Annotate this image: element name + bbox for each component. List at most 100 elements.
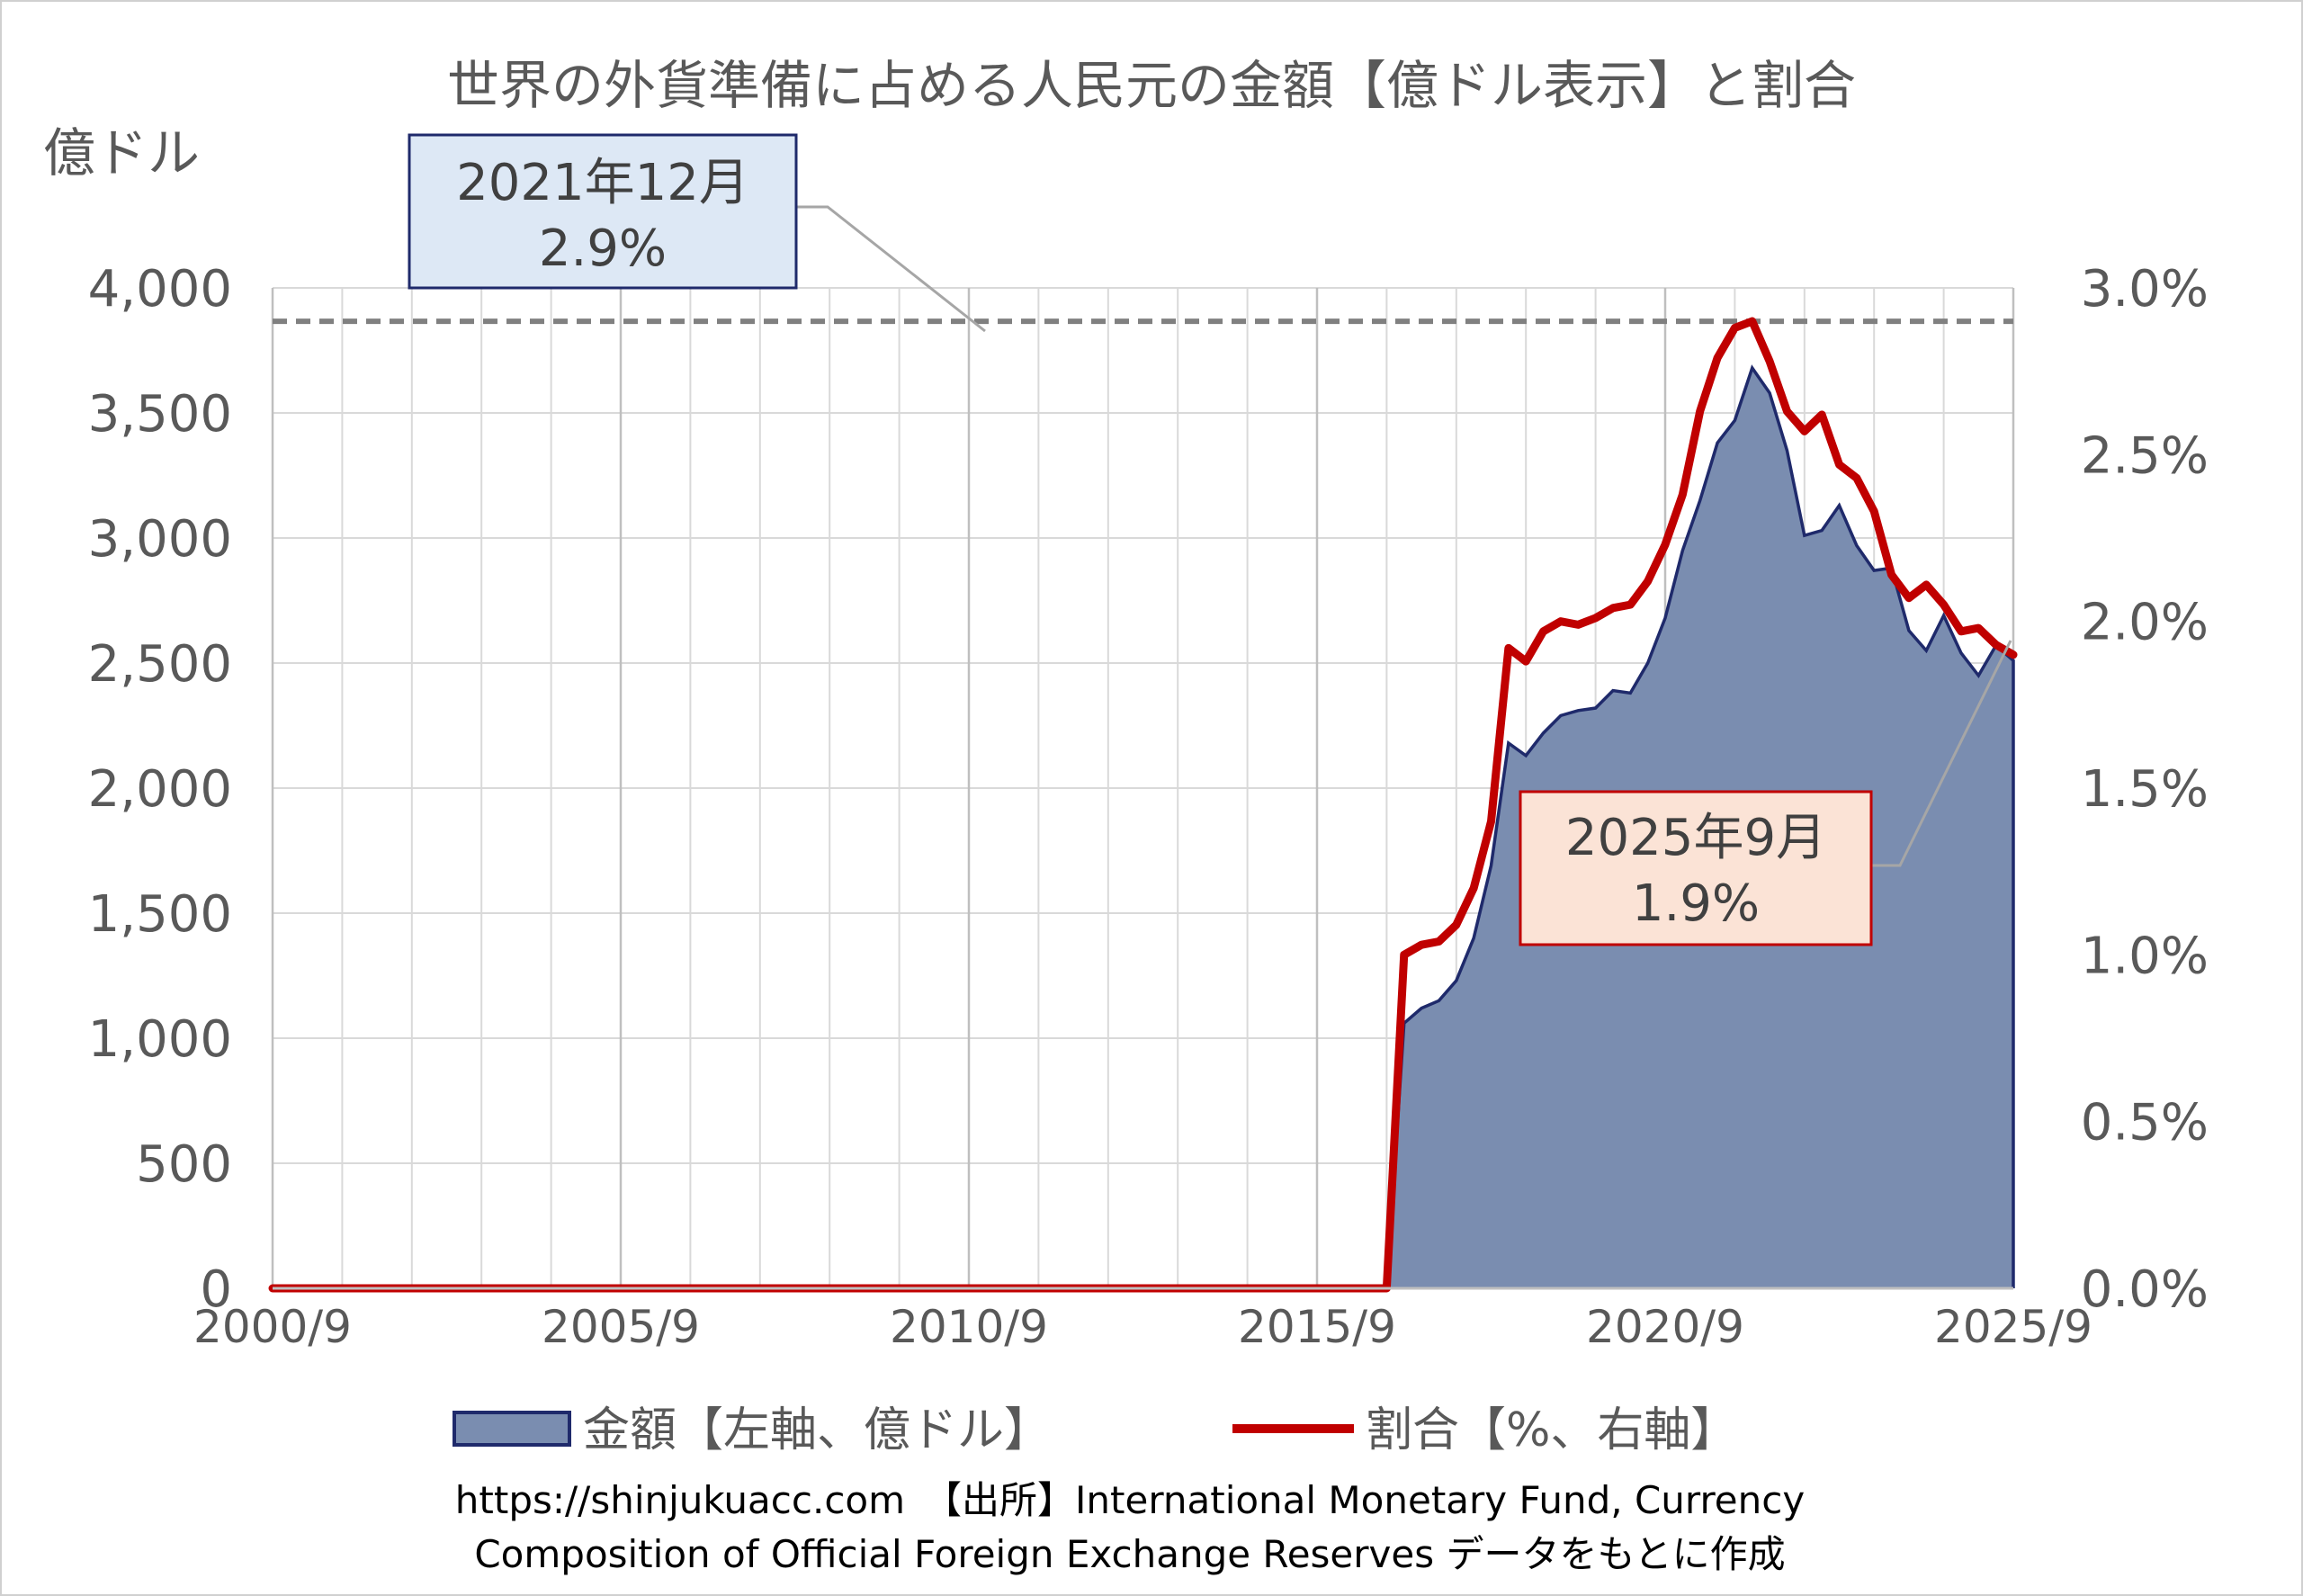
left-y-tick-label: 2,000 xyxy=(88,760,232,819)
left-y-tick-label: 1,000 xyxy=(88,1010,232,1069)
legend: 金額【左軸、億ドル】 割合【%、右軸】 xyxy=(453,1403,1737,1457)
share-data-point xyxy=(1821,414,1823,416)
latest-callout-leader xyxy=(1871,640,2012,867)
legend-amount-swatch xyxy=(453,1411,571,1447)
amount-data-point xyxy=(1873,569,1875,571)
left-y-tick-label: 3,500 xyxy=(88,385,232,444)
amount-data-point xyxy=(1960,652,1962,654)
share-data-point xyxy=(1925,584,1927,586)
amount-data-point xyxy=(1595,707,1597,709)
share-data-point xyxy=(1612,607,1614,609)
latest-callout-box xyxy=(1519,790,1873,946)
amount-data-point xyxy=(1925,650,1927,651)
amount-data-point xyxy=(1438,1000,1439,1001)
share-data-point xyxy=(1856,477,1858,479)
share-data-point xyxy=(1995,644,1997,646)
amount-data-point xyxy=(1716,442,1718,444)
share-data-point xyxy=(1438,941,1439,943)
right-y-tick-label: 1.5% xyxy=(2081,760,2209,819)
share-data-point xyxy=(1977,627,1979,629)
amount-data-point xyxy=(1699,499,1701,501)
peak-callout-leader xyxy=(796,205,986,333)
share-data-point xyxy=(1873,510,1875,512)
amount-data-point xyxy=(1525,755,1527,757)
share-data-point xyxy=(1891,574,1893,576)
share-data-point xyxy=(1560,621,1562,623)
chart-title: 世界の外貨準備に占める人民元の金額【億ドル表示】と割合 xyxy=(447,55,1856,116)
x-tick-label: 2015/9 xyxy=(1238,1301,1396,1353)
right-y-tick-label: 1.0% xyxy=(2081,927,2209,985)
share-data-point xyxy=(2012,654,2014,656)
source-line-2: Composition of Official Foreign Exchange… xyxy=(474,1532,1785,1576)
x-tick-label: 2005/9 xyxy=(542,1301,700,1353)
amount-data-point xyxy=(1543,732,1545,734)
share-data-point xyxy=(1699,410,1701,412)
share-data-point xyxy=(1664,543,1666,545)
right-y-tick-label: 0.5% xyxy=(2081,1094,2209,1152)
latest-callout-date: 2025年9月 xyxy=(1565,809,1826,867)
share-data-point xyxy=(1595,617,1597,619)
amount-data-point xyxy=(1664,617,1666,619)
amount-data-point xyxy=(1420,1008,1422,1009)
share-data-point xyxy=(1491,820,1492,822)
x-tick-label: 2000/9 xyxy=(193,1301,352,1353)
share-data-point xyxy=(1786,410,1788,412)
left-y-tick-label: 2,500 xyxy=(88,635,232,694)
amount-data-point xyxy=(1821,530,1823,532)
latest-callout-value: 1.9% xyxy=(1632,874,1760,933)
amount-data-point xyxy=(1977,675,1979,677)
left-y-tick-label: 3,000 xyxy=(88,510,232,569)
share-data-point xyxy=(1420,944,1422,946)
share-data-point xyxy=(1647,580,1649,582)
share-data-point xyxy=(1525,660,1527,662)
amount-series xyxy=(272,364,2015,1290)
amount-area-fill xyxy=(273,367,2013,1289)
amount-data-point xyxy=(1491,865,1492,866)
right-y-tick-label: 3.0% xyxy=(2081,260,2209,318)
share-data-point xyxy=(1508,647,1510,649)
share-data-point xyxy=(1716,357,1718,359)
right-y-tick-label: 0.0% xyxy=(2081,1260,2209,1319)
left-axis-unit: 億ドル xyxy=(43,122,200,184)
amount-data-point xyxy=(1804,534,1806,536)
amount-data-point xyxy=(1508,742,1510,744)
amount-data-point xyxy=(1856,544,1858,546)
peak-callout-value: 2.9% xyxy=(539,220,667,278)
right-y-tick-label: 2.5% xyxy=(2081,426,2209,485)
share-data-point xyxy=(1908,597,1910,599)
annotations: 2021年12月 2.9% 2025年9月 1.9% xyxy=(408,133,2012,946)
share-data-point xyxy=(1960,631,1962,632)
source-line-1: https://shinjukuacc.com 【出所】Internationa… xyxy=(455,1478,1805,1522)
share-data-point xyxy=(1543,631,1545,632)
amount-data-point xyxy=(1908,630,1910,632)
amount-data-point xyxy=(1647,662,1649,664)
x-tick-label: 2010/9 xyxy=(890,1301,1048,1353)
legend-amount-label: 金額【左軸、億ドル】 xyxy=(583,1403,1051,1457)
amount-data-point xyxy=(1786,450,1788,452)
amount-data-point xyxy=(1839,505,1840,507)
share-series xyxy=(268,317,2018,1293)
amount-data-point xyxy=(1629,692,1631,694)
left-y-tick-label: 500 xyxy=(136,1135,232,1194)
amount-data-point xyxy=(1577,710,1579,712)
amount-data-point xyxy=(1734,419,1735,421)
amount-data-point xyxy=(1560,714,1562,716)
share-data-point xyxy=(1577,623,1579,625)
legend-share-label: 割合【%、右軸】 xyxy=(1366,1403,1737,1457)
share-data-point xyxy=(1804,430,1806,432)
amount-data-point xyxy=(2012,659,2014,661)
left-y-tick-label: 4,000 xyxy=(88,260,232,318)
share-line xyxy=(268,317,2018,1293)
amount-data-point xyxy=(1943,614,1945,616)
amount-data-point xyxy=(1681,550,1683,551)
share-data-point xyxy=(1839,463,1840,465)
right-y-tick-label: 2.0% xyxy=(2081,594,2209,652)
left-y-tick-label: 0 xyxy=(200,1260,232,1319)
amount-data-point xyxy=(1612,690,1614,692)
peak-callout-date: 2021年12月 xyxy=(456,154,749,212)
share-data-point xyxy=(1681,494,1683,496)
axes: 0 500 1,000 1,500 2,000 2,500 3,000 3,500 4,000 0… xyxy=(88,260,2209,1353)
peak-callout-box xyxy=(408,133,798,290)
x-tick-label: 2020/9 xyxy=(1586,1301,1744,1353)
